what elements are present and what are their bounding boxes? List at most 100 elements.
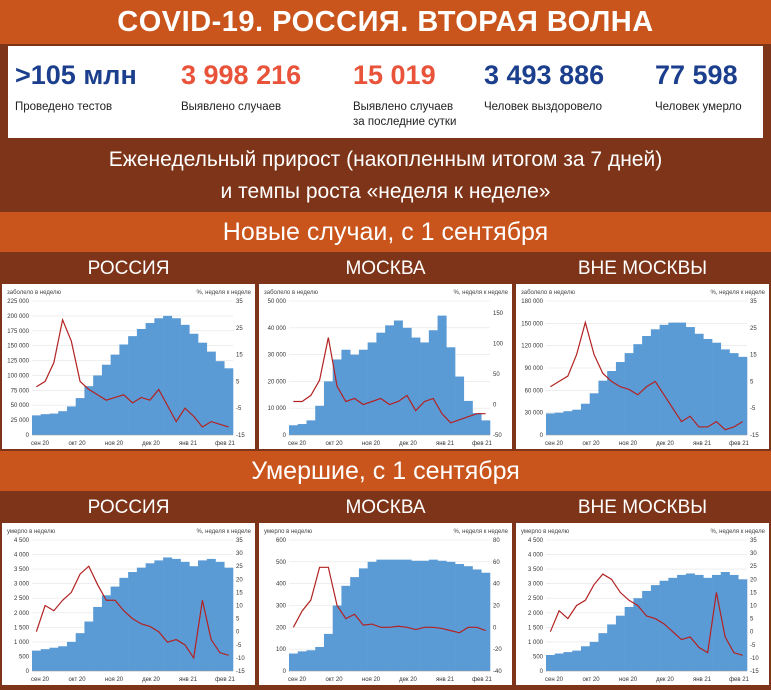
stat-label: Проведено тестов bbox=[15, 101, 113, 113]
y-tick-label: 180 000 bbox=[521, 299, 543, 305]
y-tick-label: 75 000 bbox=[11, 388, 30, 394]
y-tick-label: 400 bbox=[276, 582, 287, 588]
y2-tick-label: 15 bbox=[236, 590, 243, 596]
bar bbox=[198, 342, 208, 435]
y-tick-label: 500 bbox=[276, 560, 287, 566]
y-tick-label: 90 000 bbox=[525, 366, 544, 372]
x-tick-label: сен 20 bbox=[31, 677, 50, 683]
y-tick-label: 20 000 bbox=[268, 379, 287, 385]
bar bbox=[119, 344, 129, 435]
bar bbox=[428, 559, 438, 671]
stat-label: Человек выздоровело bbox=[484, 101, 603, 113]
bar bbox=[66, 406, 76, 435]
y-tick-label: 300 bbox=[276, 604, 287, 610]
bar bbox=[420, 342, 430, 435]
bar bbox=[411, 560, 421, 671]
y2-tick-label: -40 bbox=[493, 669, 502, 675]
bar bbox=[607, 370, 617, 435]
panel-header-moscow: МОСКВА bbox=[259, 254, 512, 284]
y2-tick-label: 60 bbox=[493, 560, 500, 566]
growth-line bbox=[550, 320, 743, 431]
y2-tick-label: 25 bbox=[750, 326, 757, 332]
bar bbox=[563, 652, 573, 671]
bar bbox=[668, 322, 678, 435]
bar bbox=[180, 561, 190, 671]
bar bbox=[171, 558, 181, 671]
y-tick-label: 0 bbox=[283, 433, 287, 439]
bar bbox=[659, 580, 669, 671]
bar bbox=[128, 572, 138, 671]
y-tick-label: 1 000 bbox=[14, 640, 30, 646]
y2-tick-label: 0 bbox=[493, 625, 497, 631]
x-tick-label: сен 20 bbox=[545, 677, 564, 683]
left-axis-title: умерло в неделю bbox=[7, 529, 56, 535]
y-tick-label: 0 bbox=[540, 433, 544, 439]
x-tick-label: дек 20 bbox=[142, 677, 160, 683]
bar bbox=[428, 330, 438, 435]
y2-tick-label: 15 bbox=[236, 353, 243, 359]
y2-tick-label: 20 bbox=[493, 604, 500, 610]
bar bbox=[154, 318, 164, 435]
bar bbox=[572, 409, 582, 435]
y2-tick-label: 35 bbox=[750, 538, 757, 544]
y-tick-label: 225 000 bbox=[7, 299, 29, 305]
y-tick-label: 4 000 bbox=[528, 553, 544, 559]
x-tick-label: сен 20 bbox=[545, 441, 564, 447]
bar bbox=[163, 557, 173, 671]
bar bbox=[40, 414, 50, 435]
y-tick-label: 3 000 bbox=[14, 582, 30, 588]
bar bbox=[376, 559, 386, 671]
x-tick-label: фев 21 bbox=[472, 441, 492, 447]
x-tick-label: ноя 20 bbox=[105, 677, 124, 683]
bar bbox=[624, 606, 634, 671]
y2-tick-label: 25 bbox=[236, 564, 243, 570]
y-tick-label: 1 000 bbox=[528, 640, 544, 646]
bar bbox=[455, 564, 465, 671]
y-tick-label: 1 500 bbox=[528, 625, 544, 631]
y2-tick-label: 10 bbox=[750, 604, 757, 610]
bar bbox=[720, 349, 730, 435]
bar bbox=[463, 566, 473, 671]
x-tick-label: дек 20 bbox=[142, 441, 160, 447]
subtitle-line2: и темпы роста «неделя к неделе» bbox=[220, 180, 551, 203]
bar bbox=[580, 646, 590, 671]
chart-cases-moscow: заболело в неделю %, неделя к неделе 0 10 0… bbox=[259, 284, 512, 449]
x-tick-label: дек 20 bbox=[399, 441, 417, 447]
x-tick-label: окт 20 bbox=[582, 441, 600, 447]
bar bbox=[376, 332, 386, 435]
section-title-deaths: Умершие, с 1 сентября bbox=[0, 451, 771, 491]
bar bbox=[481, 572, 491, 671]
bar bbox=[642, 590, 652, 671]
bar bbox=[323, 381, 333, 435]
y2-tick-label: 0 bbox=[493, 403, 497, 409]
bar bbox=[367, 342, 377, 435]
y2-tick-label: 30 bbox=[236, 551, 243, 557]
bar bbox=[40, 649, 50, 671]
y2-tick-label: -50 bbox=[493, 433, 502, 439]
subtitle: Еженедельный прирост (накопленным итогом… bbox=[0, 140, 771, 210]
bar bbox=[289, 653, 299, 671]
bar bbox=[84, 386, 94, 435]
bar bbox=[472, 569, 482, 671]
bar bbox=[75, 398, 85, 435]
bar bbox=[145, 563, 155, 671]
y-tick-label: 0 bbox=[26, 669, 30, 675]
bar bbox=[437, 315, 447, 435]
left-axis-title: умерло в неделю bbox=[521, 529, 570, 535]
y2-tick-label: -5 bbox=[236, 406, 242, 412]
y-tick-label: 50 000 bbox=[11, 403, 30, 409]
y2-tick-label: 20 bbox=[750, 577, 757, 583]
y2-tick-label: -10 bbox=[750, 656, 759, 662]
y2-tick-label: -15 bbox=[750, 669, 759, 675]
y2-tick-label: 15 bbox=[750, 590, 757, 596]
bar bbox=[554, 412, 564, 435]
bar bbox=[136, 567, 146, 671]
y-tick-label: 0 bbox=[26, 433, 30, 439]
y-tick-label: 3 000 bbox=[528, 582, 544, 588]
bar bbox=[93, 606, 103, 671]
stat-value: 3 493 886 bbox=[484, 60, 605, 90]
stat-value: 3 998 216 bbox=[181, 60, 302, 90]
bar bbox=[145, 323, 155, 435]
y-tick-label: 60 000 bbox=[525, 388, 544, 394]
bar bbox=[685, 327, 695, 435]
